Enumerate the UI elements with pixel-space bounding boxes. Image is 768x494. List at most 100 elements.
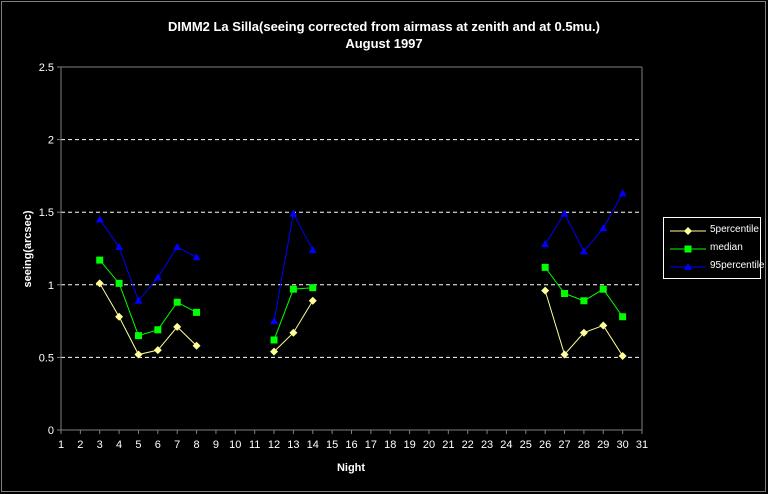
x-tick-label: 23: [481, 439, 493, 451]
legend-item-95percentile: 95percentile: [668, 258, 764, 276]
data-point: [289, 209, 298, 217]
data-point: [618, 189, 627, 197]
axes: [57, 66, 643, 434]
data-point: [560, 209, 569, 217]
data-point: [115, 279, 123, 287]
series-plot: [95, 189, 627, 360]
x-tick-label: 29: [597, 439, 609, 451]
legend-marker: [684, 227, 692, 235]
series-line: [544, 193, 624, 253]
gridlines: [61, 66, 642, 358]
y-tick-label: 0: [48, 425, 54, 437]
x-tick-label: 18: [384, 439, 396, 451]
x-tick-label: 12: [268, 439, 280, 451]
x-tick-label: 7: [174, 439, 180, 451]
data-point: [270, 336, 278, 344]
x-tick-label: 6: [155, 439, 161, 451]
y-tick-label: 2: [48, 135, 54, 147]
y-tick-label: 1.5: [39, 207, 54, 219]
data-point: [541, 286, 550, 295]
x-tick-label: 16: [345, 439, 357, 451]
data-point: [115, 312, 124, 321]
data-point: [270, 347, 279, 356]
x-tick-labels: 1 2 3 4 5 6 7 8 9 10 11 12 13 14 15 16 17 18 19 20 21 22 23 24 2…: [58, 439, 648, 451]
x-tick-label: 19: [403, 439, 415, 451]
data-point: [192, 341, 201, 350]
data-point: [96, 256, 104, 264]
x-tick-label: 10: [229, 439, 241, 451]
series-median: [96, 256, 627, 344]
x-tick-label: 31: [636, 439, 648, 451]
data-point: [95, 279, 104, 288]
y-tick-labels: 0 0.5 1 1.5 2 2.5: [39, 62, 54, 437]
data-point: [579, 247, 588, 255]
data-point: [115, 243, 124, 251]
data-point: [270, 317, 279, 325]
x-tick-label: 17: [365, 439, 377, 451]
data-point: [308, 245, 317, 253]
x-tick-label: 9: [213, 439, 219, 451]
series-line: [544, 267, 624, 318]
legend-swatch: [670, 245, 706, 253]
x-tick-label: 24: [500, 439, 512, 451]
x-tick-label: 1: [58, 439, 64, 451]
data-point: [619, 313, 627, 321]
x-tick-label: 28: [578, 439, 590, 451]
series-line: [273, 212, 314, 322]
data-point: [599, 285, 607, 293]
x-tick-label: 20: [423, 439, 435, 451]
data-point: [192, 253, 201, 261]
x-tick-label: 30: [617, 439, 629, 451]
y-tick-label: 2.5: [39, 62, 54, 74]
data-point: [599, 321, 608, 330]
data-point: [173, 243, 182, 251]
y-axis-label: seeing(arcsec): [22, 210, 34, 287]
data-point: [134, 332, 142, 340]
legend-label: 5percentile: [710, 224, 759, 235]
data-point: [289, 285, 297, 293]
data-point: [134, 296, 143, 304]
y-tick-label: 0.5: [39, 352, 54, 364]
legend-marker: [684, 263, 692, 270]
x-tick-label: 15: [326, 439, 338, 451]
legend-item-median: median: [668, 240, 760, 258]
series-line: [99, 259, 197, 337]
series-line: [273, 300, 314, 352]
data-point: [599, 224, 608, 232]
y-tick-label: 1: [48, 280, 54, 292]
data-point: [134, 350, 143, 359]
x-tick-label: 3: [97, 439, 103, 451]
legend-marker: [684, 245, 692, 253]
data-point: [560, 350, 569, 359]
data-point: [541, 263, 549, 271]
data-point: [173, 298, 181, 306]
x-tick-label: 13: [287, 439, 299, 451]
data-point: [580, 297, 588, 305]
data-point: [309, 284, 317, 292]
data-point: [95, 215, 104, 223]
data-point: [289, 328, 298, 337]
x-tick-label: 26: [539, 439, 551, 451]
x-tick-label: 25: [520, 439, 532, 451]
data-point: [618, 351, 627, 360]
x-tick-label: 4: [116, 439, 122, 451]
series-5percentile: [95, 279, 627, 360]
chart-title: DIMM2 La Silla(seeing corrected from air…: [168, 19, 600, 34]
series-line: [99, 219, 197, 302]
x-tick-label: 27: [558, 439, 570, 451]
legend-label: median: [710, 242, 743, 253]
legend-swatch: [670, 227, 706, 235]
data-point: [579, 328, 588, 337]
x-axis-label: Night: [337, 462, 365, 474]
series-95percentile: [95, 189, 627, 325]
x-tick-label: 22: [462, 439, 474, 451]
x-tick-label: 14: [307, 439, 319, 451]
data-point: [153, 346, 162, 355]
x-tick-label: 2: [77, 439, 83, 451]
x-tick-label: 8: [194, 439, 200, 451]
legend-swatch: [670, 263, 706, 270]
legend: 5percentile median 95percentile: [663, 217, 764, 279]
legend-label: 95percentile: [710, 260, 765, 271]
